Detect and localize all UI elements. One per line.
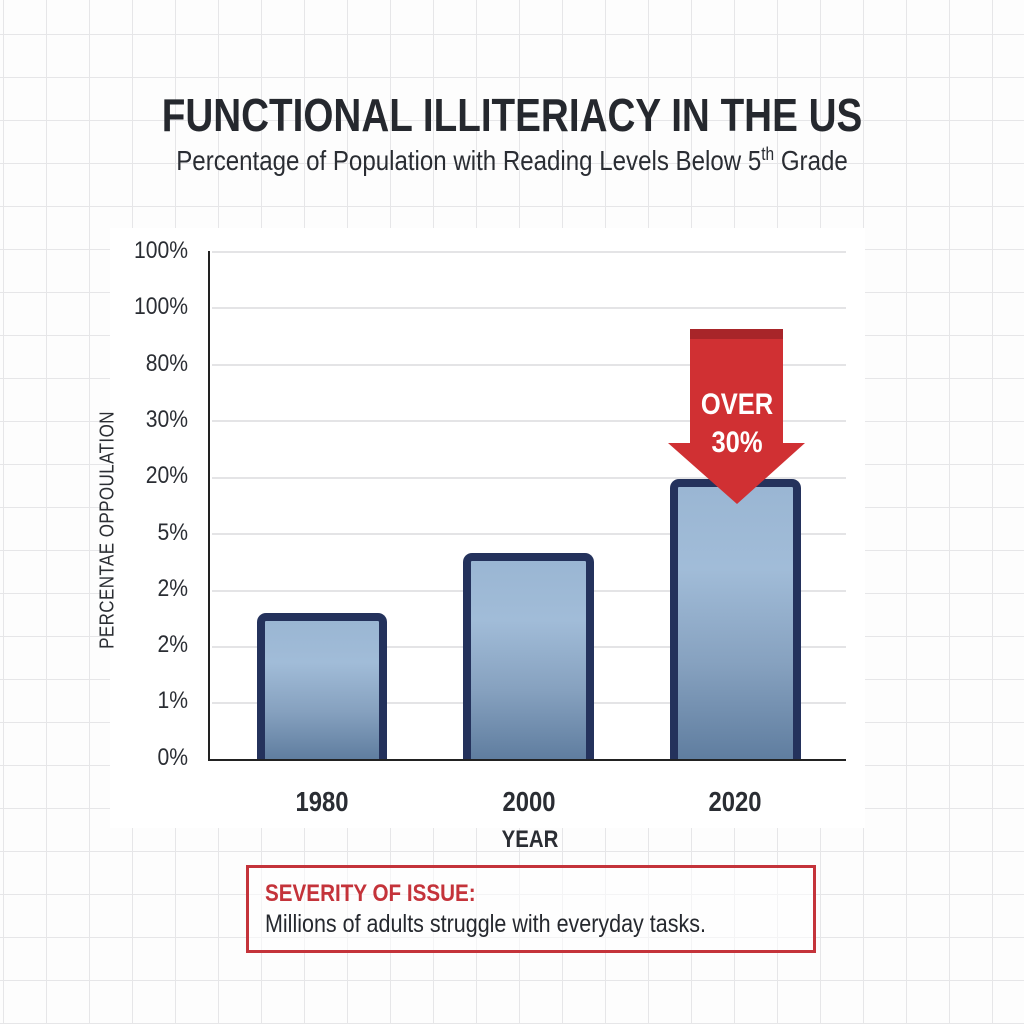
gridline	[212, 251, 846, 253]
y-tick: 30%	[145, 406, 188, 433]
x-tick: 2000	[502, 786, 556, 817]
gridline	[212, 364, 846, 366]
gridline	[212, 420, 846, 422]
y-axis-line	[208, 251, 210, 761]
callout-title: SEVERITY OF ISSUE:	[265, 880, 476, 907]
gridline	[212, 307, 846, 309]
x-tick: 2020	[708, 786, 762, 817]
annotation-line-1: OVER	[700, 388, 774, 421]
bar-2000	[463, 553, 594, 760]
y-tick: 100%	[133, 293, 188, 320]
annotation-line-2: 30%	[711, 426, 763, 459]
gridline	[212, 477, 846, 479]
y-tick: 2%	[157, 631, 188, 658]
x-axis-label: YEAR	[501, 826, 559, 853]
bar-1980	[257, 613, 387, 760]
y-tick: 20%	[145, 462, 188, 489]
severity-callout: SEVERITY OF ISSUE: Millions of adults st…	[246, 865, 816, 953]
x-tick: 1980	[295, 786, 349, 817]
y-tick: 1%	[157, 687, 188, 714]
subtitle-main: Percentage of Population with Reading Le…	[176, 145, 762, 176]
x-axis-line	[208, 759, 846, 761]
y-tick: 0%	[157, 744, 188, 771]
y-tick: 2%	[157, 575, 188, 602]
chart-subtitle: Percentage of Population with Reading Le…	[72, 144, 953, 177]
subtitle-superscript: th	[761, 144, 775, 164]
y-axis-label: PERCENTAE OPPOULATION	[96, 411, 119, 649]
y-tick: 80%	[145, 350, 188, 377]
down-arrow-icon	[668, 329, 805, 504]
chart-title: FUNCTIONAL ILLITERIACY IN THE US	[161, 89, 863, 141]
y-tick: 100%	[133, 237, 188, 264]
gridline	[212, 533, 846, 535]
y-tick: 5%	[157, 519, 188, 546]
bar-2020	[670, 479, 801, 760]
callout-body: Millions of adults struggle with everyda…	[265, 910, 706, 938]
subtitle-end: Grade	[774, 145, 848, 176]
